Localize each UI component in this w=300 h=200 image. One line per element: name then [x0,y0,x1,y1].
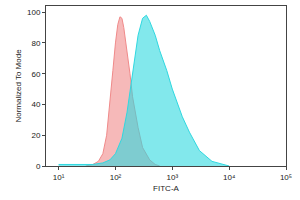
svg-text:60: 60 [31,69,40,78]
svg-text:10¹: 10¹ [53,173,65,182]
svg-text:80: 80 [31,39,40,48]
svg-text:FITC-A: FITC-A [153,184,179,193]
svg-text:10⁴: 10⁴ [223,173,236,182]
svg-text:10²: 10² [110,173,122,182]
svg-text:Normalized To Mode: Normalized To Mode [14,49,23,123]
svg-text:40: 40 [31,100,40,109]
svg-text:0: 0 [36,162,41,171]
svg-text:100: 100 [27,8,41,17]
svg-text:10⁵: 10⁵ [280,173,292,182]
svg-text:10³: 10³ [167,173,179,182]
svg-text:20: 20 [31,131,40,140]
